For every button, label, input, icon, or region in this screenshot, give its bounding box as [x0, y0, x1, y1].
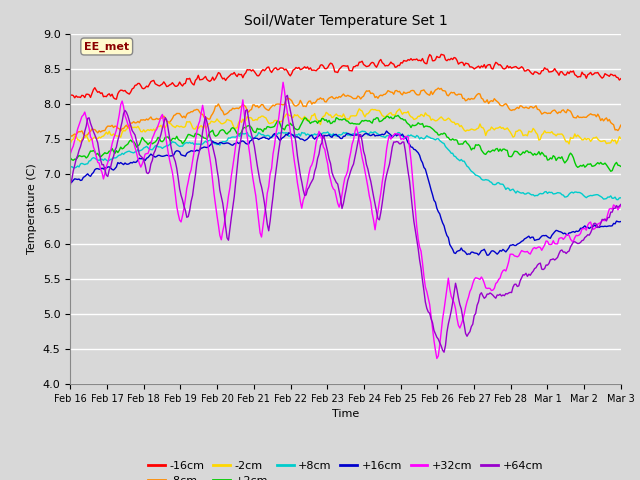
- Title: Soil/Water Temperature Set 1: Soil/Water Temperature Set 1: [244, 14, 447, 28]
- X-axis label: Time: Time: [332, 409, 359, 419]
- Y-axis label: Temperature (C): Temperature (C): [28, 163, 37, 254]
- Text: EE_met: EE_met: [84, 41, 129, 52]
- Legend: -16cm, -8cm, -2cm, +2cm, +8cm, +16cm, +32cm, +64cm: -16cm, -8cm, -2cm, +2cm, +8cm, +16cm, +3…: [144, 456, 547, 480]
